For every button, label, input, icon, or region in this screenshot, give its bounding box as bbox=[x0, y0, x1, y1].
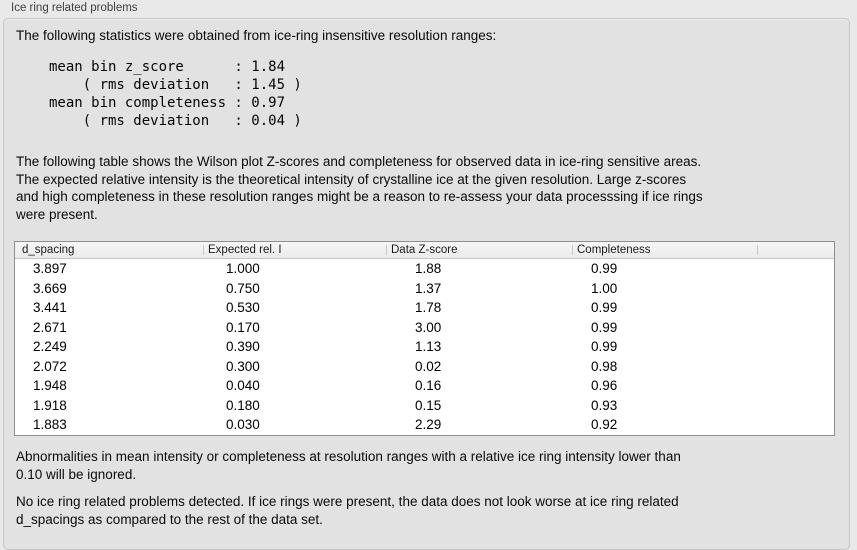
table-row[interactable]: 1.918 0.180 0.15 0.93 bbox=[15, 396, 834, 416]
table-cell: 0.040 bbox=[226, 378, 260, 394]
table-cell-empty bbox=[757, 396, 834, 416]
table-description: The following table shows the Wilson plo… bbox=[16, 154, 703, 222]
table-cell: 0.02 bbox=[415, 358, 442, 374]
table-cell: 0.16 bbox=[415, 378, 442, 394]
table-cell: 0.750 bbox=[226, 280, 260, 296]
table-cell: 1.88 bbox=[415, 261, 442, 276]
column-header-expected-rel-i[interactable]: Expected rel. I bbox=[203, 242, 386, 259]
table-cell: 3.669 bbox=[33, 280, 67, 296]
conclusion-text: No ice ring related problems detected. I… bbox=[16, 494, 679, 527]
stats-block: mean bin z_score : 1.84 ( rms deviation … bbox=[49, 59, 302, 129]
table-cell: 0.99 bbox=[591, 300, 618, 316]
ignore-note: Abnormalities in mean intensity or compl… bbox=[16, 449, 681, 482]
table-cell: 0.93 bbox=[591, 397, 618, 413]
table-cell: 0.030 bbox=[226, 417, 260, 433]
column-header-d-spacing[interactable]: d_spacing bbox=[15, 242, 203, 259]
table-cell-empty bbox=[757, 259, 834, 279]
table-row[interactable]: 3.897 1.000 1.88 0.99 bbox=[15, 259, 834, 279]
table-cell: 0.390 bbox=[226, 339, 260, 355]
group-box-label: Ice ring related problems bbox=[11, 2, 138, 14]
table-row[interactable]: 2.072 0.300 0.02 0.98 bbox=[15, 357, 834, 377]
ice-ring-panel: { "group": { "label": "Ice ring related … bbox=[3, 2, 850, 550]
table-cell: 1.78 bbox=[415, 300, 442, 316]
table-cell: 1.000 bbox=[226, 261, 260, 276]
table-cell: 0.180 bbox=[226, 397, 260, 413]
column-header-completeness[interactable]: Completeness bbox=[572, 242, 757, 259]
table-cell: 3.897 bbox=[33, 261, 67, 276]
table-cell: 0.99 bbox=[591, 261, 618, 276]
table-cell: 1.948 bbox=[33, 378, 67, 394]
table-cell-empty bbox=[757, 318, 834, 338]
table-row[interactable]: 2.249 0.390 1.13 0.99 bbox=[15, 337, 834, 357]
table-cell: 0.98 bbox=[591, 358, 618, 374]
column-header-data-z-score[interactable]: Data Z-score bbox=[386, 242, 572, 259]
table-cell-empty bbox=[757, 376, 834, 396]
table-cell: 2.072 bbox=[33, 358, 67, 374]
table-cell: 0.170 bbox=[226, 319, 260, 335]
table-cell: 3.00 bbox=[415, 319, 442, 335]
table-cell: 2.249 bbox=[33, 339, 67, 355]
table-cell: 0.300 bbox=[226, 358, 260, 374]
table-cell: 0.92 bbox=[591, 417, 618, 433]
table-cell: 1.918 bbox=[33, 397, 67, 413]
table-cell: 1.37 bbox=[415, 280, 442, 296]
table-cell: 0.96 bbox=[591, 378, 618, 394]
table-cell: 2.29 bbox=[415, 417, 442, 433]
column-header-blank[interactable] bbox=[757, 242, 834, 259]
table-body: 3.897 1.000 1.88 0.99 3.669 0.750 1.37 1.00 3.44… bbox=[15, 259, 834, 435]
ice-ring-table-grid: d_spacing Expected rel. I Data Z-score Comp… bbox=[15, 242, 834, 435]
group-box: The following statistics were obtained f… bbox=[3, 18, 850, 550]
table-cell: 1.00 bbox=[591, 280, 618, 296]
table-cell: 0.99 bbox=[591, 319, 618, 335]
table-row[interactable]: 3.669 0.750 1.37 1.00 bbox=[15, 279, 834, 299]
table-cell: 1.13 bbox=[415, 339, 442, 355]
table-cell: 2.671 bbox=[33, 319, 67, 335]
table-row[interactable]: 2.671 0.170 3.00 0.99 bbox=[15, 318, 834, 338]
table-header: d_spacing Expected rel. I Data Z-score Comp… bbox=[15, 242, 834, 259]
table-cell: 3.441 bbox=[33, 300, 67, 316]
intro-text: The following statistics were obtained f… bbox=[16, 28, 497, 43]
table-header-row: d_spacing Expected rel. I Data Z-score Comp… bbox=[15, 242, 834, 259]
table-cell: 0.15 bbox=[415, 397, 442, 413]
table-row[interactable]: 1.948 0.040 0.16 0.96 bbox=[15, 376, 834, 396]
table-cell-empty bbox=[757, 298, 834, 318]
ice-ring-table[interactable]: d_spacing Expected rel. I Data Z-score Comp… bbox=[14, 241, 835, 436]
table-cell-empty bbox=[757, 415, 834, 435]
table-cell: 1.883 bbox=[33, 417, 67, 433]
table-cell-empty bbox=[757, 337, 834, 357]
table-row[interactable]: 1.883 0.030 2.29 0.92 bbox=[15, 415, 834, 435]
table-cell-empty bbox=[757, 357, 834, 377]
table-row[interactable]: 3.441 0.530 1.78 0.99 bbox=[15, 298, 834, 318]
table-cell: 0.99 bbox=[591, 339, 618, 355]
table-cell: 0.530 bbox=[226, 300, 260, 316]
table-cell-empty bbox=[757, 279, 834, 299]
